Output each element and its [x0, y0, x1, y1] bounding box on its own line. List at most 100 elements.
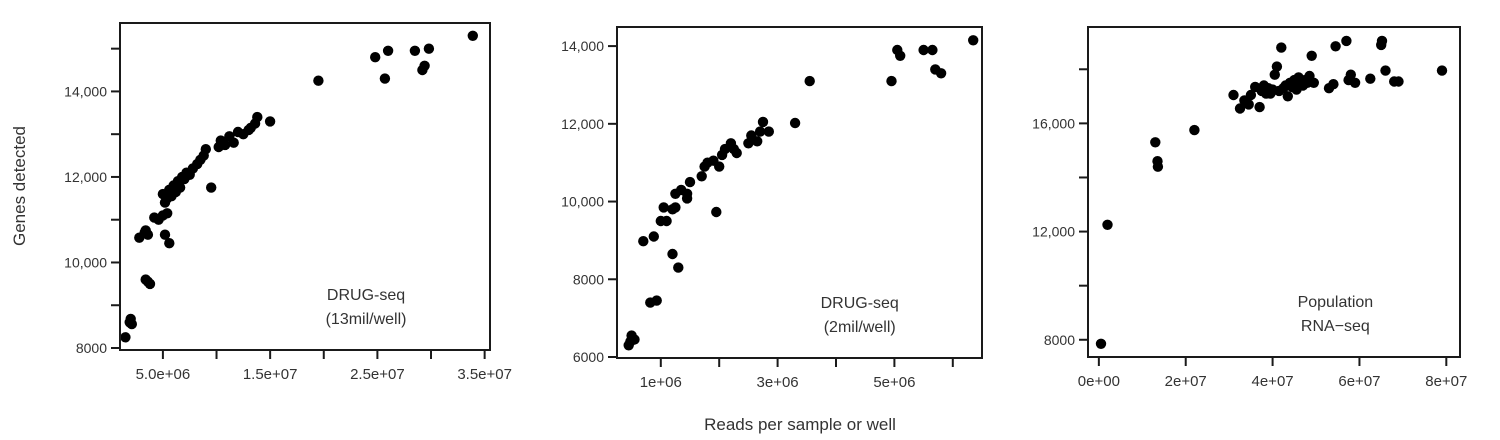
data-point — [159, 229, 171, 240]
panel-population-rna-seq: 8000 12,000 16,000 0e+00 2e+07 4e+07 6e+07 8e+0… — [1032, 26, 1467, 390]
data-point — [1306, 50, 1317, 61]
plot-frame — [616, 26, 983, 359]
data-point — [1345, 69, 1357, 80]
y-tick-label: 16,000 — [1032, 115, 1075, 131]
data-point — [886, 75, 897, 87]
data-point — [714, 161, 725, 172]
data-point — [754, 126, 766, 137]
data-point — [120, 332, 131, 343]
data-point — [625, 336, 636, 347]
data-point — [670, 202, 681, 213]
data-point — [144, 278, 156, 290]
panel-annotation: Population RNA−seq — [1298, 294, 1374, 335]
x-tick-label: 3.5e+07 — [457, 366, 512, 383]
data-point — [1228, 89, 1239, 101]
data-point — [126, 318, 137, 330]
data-point — [1349, 77, 1361, 89]
x-tick-label: 2.5e+07 — [350, 366, 405, 383]
x-axis: 0e+00 2e+07 4e+07 6e+07 8e+07 — [1078, 357, 1467, 390]
data-point — [1393, 76, 1404, 87]
x-tick-label: 1e+06 — [640, 374, 682, 391]
data-point — [1152, 161, 1164, 172]
data-point — [789, 117, 801, 129]
data-point — [757, 116, 769, 128]
panel-annotation: DRUG-seq (13mil/well) — [326, 287, 407, 328]
panel-drug-seq-2mil: 6000 8000 10,000 12,000 14,000 1e+06 3e+06 5e+0… — [561, 26, 983, 391]
y-tick-label: 14,000 — [64, 83, 107, 99]
x-tick-label: 3e+06 — [757, 374, 799, 391]
data-point — [1234, 103, 1246, 114]
x-tick-label: 8e+07 — [1425, 373, 1467, 390]
data-point — [200, 144, 211, 155]
data-point — [467, 30, 478, 41]
data-point — [681, 193, 693, 204]
data-point — [1189, 124, 1200, 136]
data-point — [1271, 61, 1283, 72]
data-point — [162, 208, 173, 219]
plot-frame — [1087, 26, 1461, 358]
y-tick-label: 14,000 — [561, 38, 604, 54]
data-point — [1243, 99, 1254, 110]
data-point — [1254, 101, 1265, 113]
y-tick-label: 10,000 — [64, 254, 107, 270]
data-point — [763, 126, 774, 137]
data-point — [638, 236, 649, 247]
data-point — [667, 248, 678, 260]
data-point — [752, 136, 763, 147]
data-point — [409, 45, 421, 56]
y-tick-label: 12,000 — [64, 169, 107, 185]
data-point — [206, 182, 217, 193]
data-point — [219, 139, 231, 151]
y-tick-label: 12,000 — [1032, 224, 1075, 240]
y-tick-label: 8000 — [1044, 332, 1075, 348]
data-point — [1276, 42, 1287, 53]
data-point — [895, 50, 906, 61]
data-point — [1380, 65, 1391, 76]
y-axis: 6000 8000 10,000 12,000 14,000 — [561, 38, 617, 365]
panel-drug-seq-13mil: 8000 10,000 12,000 14,000 5.0e+06 1.5e+07 2.5e… — [64, 22, 512, 383]
data-point — [1269, 69, 1281, 80]
data-point — [228, 137, 239, 148]
data-point — [382, 45, 394, 56]
data-point — [648, 231, 659, 242]
y-axis-label: Genes detected — [10, 126, 29, 246]
data-point — [927, 44, 938, 56]
y-axis: 8000 10,000 12,000 14,000 — [64, 47, 120, 356]
x-tick-label: 1.5e+07 — [243, 366, 298, 383]
data-point — [711, 206, 722, 218]
plot-frame — [119, 22, 491, 351]
y-tick-label: 6000 — [573, 349, 604, 365]
data-point — [313, 75, 324, 86]
data-point — [1330, 41, 1341, 52]
data-point — [1328, 79, 1339, 90]
data-point — [1365, 73, 1376, 84]
data-point — [673, 262, 684, 273]
data-point — [1282, 91, 1294, 102]
y-axis: 8000 12,000 16,000 — [1032, 68, 1088, 348]
data-point — [684, 176, 696, 188]
x-tick-label: 4e+07 — [1252, 373, 1294, 390]
data-point — [252, 111, 263, 123]
x-tick-label: 6e+07 — [1338, 373, 1380, 390]
data-point — [1102, 219, 1113, 230]
x-tick-label: 0e+00 — [1078, 373, 1120, 390]
data-point — [1436, 65, 1448, 76]
data-point — [804, 75, 815, 87]
x-tick-label: 5.0e+06 — [136, 366, 191, 383]
data-point — [419, 60, 430, 71]
data-points — [120, 30, 478, 343]
data-points — [1095, 35, 1448, 349]
x-axis: 5.0e+06 1.5e+07 2.5e+07 3.5e+07 — [136, 350, 512, 383]
data-point — [379, 73, 391, 84]
x-axis-label: Reads per sample or well — [704, 415, 896, 434]
data-point — [164, 238, 175, 249]
data-point — [1095, 338, 1107, 349]
y-tick-label: 8000 — [573, 271, 604, 287]
y-tick-label: 12,000 — [561, 116, 604, 132]
data-points — [623, 35, 979, 351]
x-tick-label: 2e+07 — [1165, 373, 1207, 390]
panel-annotation: DRUG-seq (2mil/well) — [821, 295, 899, 336]
data-point — [174, 182, 186, 193]
data-point — [423, 43, 435, 54]
